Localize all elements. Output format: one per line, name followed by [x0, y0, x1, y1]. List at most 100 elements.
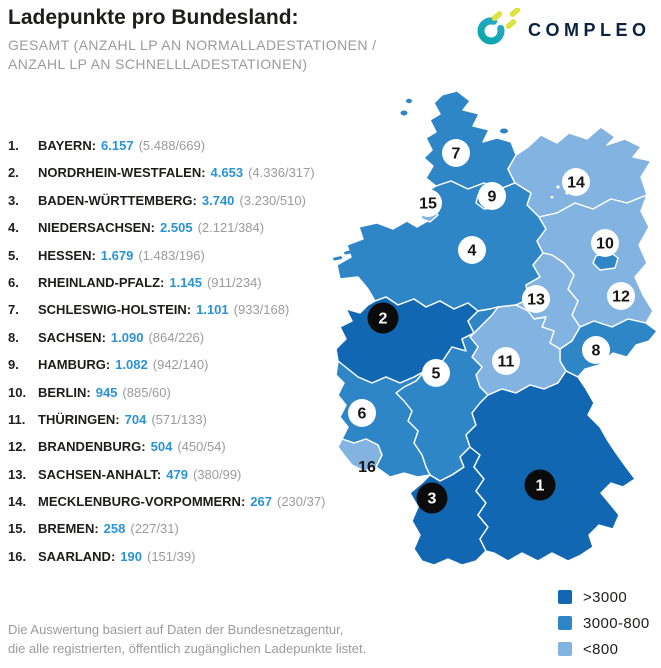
state-schleswig-holstein: [423, 90, 517, 190]
svg-text:5: 5: [432, 366, 441, 383]
state-name: THÜRINGEN:: [38, 411, 120, 427]
total-value: 1.145: [169, 274, 202, 290]
svg-text:4: 4: [468, 243, 477, 260]
rank-number: 15.: [8, 521, 27, 537]
map-marker-8: 8: [582, 336, 610, 364]
map-legend: >3000 3000-800 <800: [558, 584, 650, 662]
map-marker-11: 11: [492, 347, 520, 375]
state-name: BRANDENBURG:: [38, 439, 146, 455]
rank-number: 2.: [8, 165, 19, 181]
detail-value: (380/99): [192, 466, 242, 482]
list-item: 15. BREMEN: 258 (227/31): [8, 515, 348, 542]
state-name: BADEN-WÜRTTEMBERG:: [38, 192, 197, 208]
page-subtitle: GESAMT (ANZAHL LP AN NORMALLADESTATIONEN…: [8, 36, 376, 74]
ranking-list: 1. BAYERN: 6.157 (5.488/669) 2. NORDRHEIN-WES…: [8, 132, 348, 570]
map-marker-6: 6: [348, 399, 376, 427]
svg-text:2: 2: [379, 311, 388, 328]
legend-item: >3000: [558, 584, 650, 610]
legend-label: >3000: [583, 588, 628, 606]
detail-value: (911/234): [206, 274, 262, 290]
island: [400, 110, 408, 116]
svg-text:1: 1: [536, 478, 545, 495]
map-marker-10: 10: [591, 229, 619, 257]
island: [344, 250, 353, 255]
rank-number: 12.: [8, 439, 27, 455]
total-value: 945: [95, 384, 118, 400]
subtitle-line-2: ANZAHL LP AN SCHNELLLADESTATIONEN): [8, 56, 308, 72]
state-name: NORDRHEIN-WESTFALEN:: [38, 165, 206, 181]
compleo-logo: COMPLEO: [477, 7, 651, 53]
compleo-logo-text: COMPLEO: [528, 20, 651, 40]
total-value: 267: [250, 494, 272, 510]
map-marker-9: 9: [478, 182, 506, 210]
svg-text:12: 12: [612, 289, 630, 306]
map-marker-12: 12: [607, 282, 635, 310]
detail-value: (885/60): [122, 384, 171, 400]
list-item: 14. MECKLENBURG-VORPOMMERN: 267 (230/37): [8, 488, 348, 515]
legend-swatch: [558, 616, 572, 630]
total-value: 1.101: [196, 302, 229, 318]
svg-text:9: 9: [488, 189, 497, 206]
svg-text:3: 3: [428, 491, 437, 508]
svg-text:15: 15: [419, 196, 437, 213]
footnote: Die Auswertung basiert auf Daten der Bun…: [8, 620, 366, 658]
total-value: 2.505: [160, 220, 193, 236]
detail-value: (942/140): [152, 357, 209, 373]
rank-number: 6.: [8, 274, 19, 290]
footnote-line-2: die alle registrierten, öffentlich zugän…: [8, 641, 367, 656]
svg-text:7: 7: [452, 146, 461, 163]
island: [333, 256, 343, 261]
state-name: BAYERN:: [38, 138, 97, 153]
list-item: 6. RHEINLAND-PFALZ: 1.145 (911/234): [8, 269, 348, 296]
list-item: 16. SAARLAND: 190 (151/39): [8, 543, 348, 570]
list-item: 3. BADEN-WÜRTTEMBERG: 3.740 (3.230/510): [8, 187, 348, 214]
total-value: 704: [124, 411, 147, 427]
list-item: 2. NORDRHEIN-WESTFALEN: 4.653 (4.336/317): [8, 159, 348, 186]
state-bayern: [465, 370, 636, 562]
svg-text:16: 16: [358, 459, 376, 476]
total-value: 190: [120, 548, 142, 564]
map-marker-13: 13: [522, 285, 550, 313]
map-marker-4: 4: [458, 236, 486, 264]
list-item: 9. HAMBURG: 1.082 (942/140): [8, 351, 348, 378]
legend-swatch: [558, 590, 572, 604]
list-item: 7. SCHLESWIG-HOLSTEIN: 1.101 (933/168): [8, 296, 348, 323]
state-berlin: [592, 251, 619, 271]
detail-value: (5.488/669): [138, 138, 206, 153]
map-marker-16: 16: [358, 459, 376, 476]
svg-text:13: 13: [527, 292, 545, 309]
map-marker-14: 14: [562, 168, 590, 196]
page-title: Ladepunkte pro Bundesland:: [8, 6, 299, 29]
state-name: HAMBURG:: [38, 357, 111, 373]
list-item: 8. SACHSEN: 1.090 (864/226): [8, 324, 348, 351]
rank-number: 10.: [8, 384, 27, 400]
list-item: 5. HESSEN: 1.679 (1.483/196): [8, 242, 348, 269]
list-item: 12. BRANDENBURG: 504 (450/54): [8, 433, 348, 460]
state-name: NIEDERSACHSEN:: [38, 220, 156, 236]
rank-number: 4.: [8, 220, 19, 236]
detail-value: (4.336/317): [248, 165, 315, 181]
list-item: 10. BERLIN: 945 (885/60): [8, 379, 348, 406]
legend-swatch: [558, 642, 572, 656]
rank-number: 9.: [8, 357, 19, 373]
list-item: 1. BAYERN: 6.157 (5.488/669): [8, 132, 348, 159]
lake: [550, 195, 554, 199]
legend-label: 3000-800: [583, 614, 650, 632]
state-name: RHEINLAND-PFALZ:: [38, 274, 165, 290]
svg-text:8: 8: [592, 343, 601, 360]
detail-value: (3.230/510): [239, 192, 306, 208]
island: [406, 98, 412, 104]
list-item: 13. SACHSEN-ANHALT: 479 (380/99): [8, 461, 348, 488]
total-value: 4.653: [210, 165, 244, 181]
rank-number: 13.: [8, 466, 27, 482]
subtitle-line-1: GESAMT (ANZAHL LP AN NORMALLADESTATIONEN…: [8, 37, 377, 53]
map-marker-7: 7: [442, 139, 470, 167]
detail-value: (933/168): [233, 302, 290, 318]
state-name: SACHSEN:: [38, 329, 106, 345]
list-item: 11. THÜRINGEN: 704 (571/133): [8, 406, 348, 433]
detail-value: (864/226): [148, 329, 205, 345]
legend-item: <800: [558, 636, 650, 662]
state-name: HESSEN:: [38, 247, 96, 263]
total-value: 479: [166, 466, 188, 482]
rank-number: 14.: [8, 494, 27, 510]
